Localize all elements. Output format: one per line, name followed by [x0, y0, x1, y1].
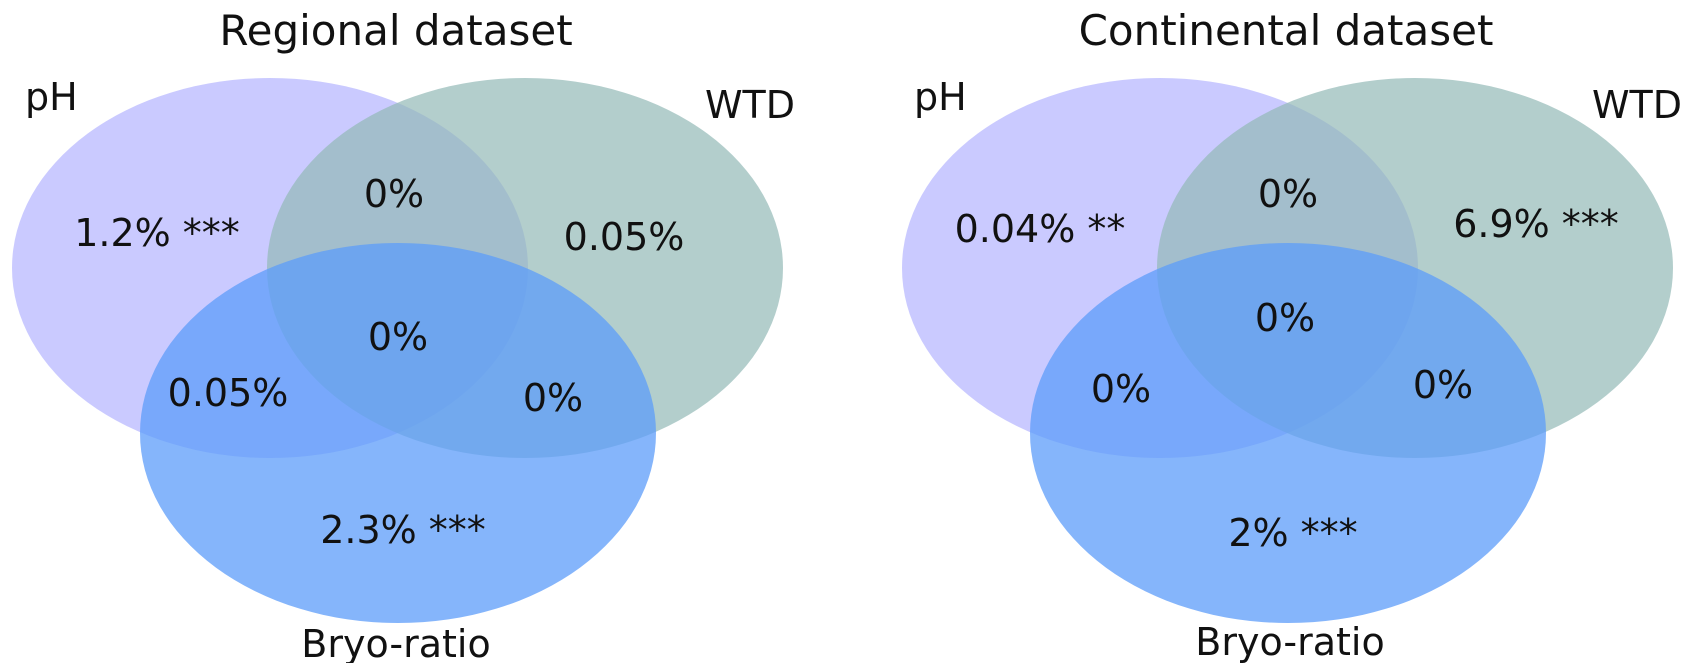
wtd-set-label: WTD	[705, 83, 795, 127]
bryo-ratio-set-label: Bryo-ratio	[301, 622, 490, 663]
ph-only-value: 0.04% **	[955, 207, 1126, 251]
bryo-only-value: 2% ***	[1228, 511, 1357, 555]
ph-wtd-value: 0%	[364, 172, 424, 216]
all-three-value: 0%	[1255, 296, 1315, 340]
bryo-ratio-set-label: Bryo-ratio	[1195, 620, 1384, 663]
wtd-only-value: 6.9% ***	[1453, 202, 1619, 246]
ph-set-label: pH	[914, 75, 967, 119]
all-three-value: 0%	[368, 315, 428, 359]
bryo-ratio-set-circle	[1030, 243, 1546, 623]
bryo-only-value: 2.3% ***	[320, 508, 486, 552]
diagram-title: Regional dataset	[219, 6, 572, 55]
bryo-ratio-set-circle	[140, 243, 656, 623]
ph-wtd-value: 0%	[1258, 172, 1318, 216]
wtd-bryo-value: 0%	[1413, 363, 1473, 407]
ph-bryo-value: 0.05%	[168, 371, 289, 415]
ph-set-label: pH	[25, 75, 78, 119]
ph-only-value: 1.2% ***	[74, 211, 240, 255]
wtd-set-label: WTD	[1592, 83, 1682, 127]
diagram-title: Continental dataset	[1079, 6, 1494, 55]
venn-diagram-regional: Regional dataset pH WTD Bryo-ratio 1.2% …	[12, 6, 795, 663]
wtd-bryo-value: 0%	[523, 376, 583, 420]
ph-bryo-value: 0%	[1091, 367, 1151, 411]
wtd-only-value: 0.05%	[564, 215, 685, 259]
venn-diagram-continental: Continental dataset pH WTD Bryo-ratio 0.…	[902, 6, 1682, 663]
